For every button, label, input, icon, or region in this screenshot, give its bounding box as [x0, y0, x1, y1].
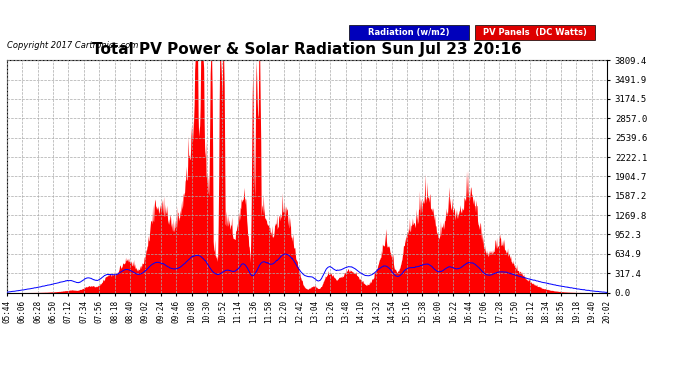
Text: Radiation (w/m2): Radiation (w/m2): [368, 28, 450, 37]
Text: PV Panels  (DC Watts): PV Panels (DC Watts): [483, 28, 587, 37]
Title: Total PV Power & Solar Radiation Sun Jul 23 20:16: Total PV Power & Solar Radiation Sun Jul…: [92, 42, 522, 57]
FancyBboxPatch shape: [349, 25, 469, 40]
FancyBboxPatch shape: [475, 25, 595, 40]
Text: Copyright 2017 Cartronics.com: Copyright 2017 Cartronics.com: [7, 41, 138, 50]
